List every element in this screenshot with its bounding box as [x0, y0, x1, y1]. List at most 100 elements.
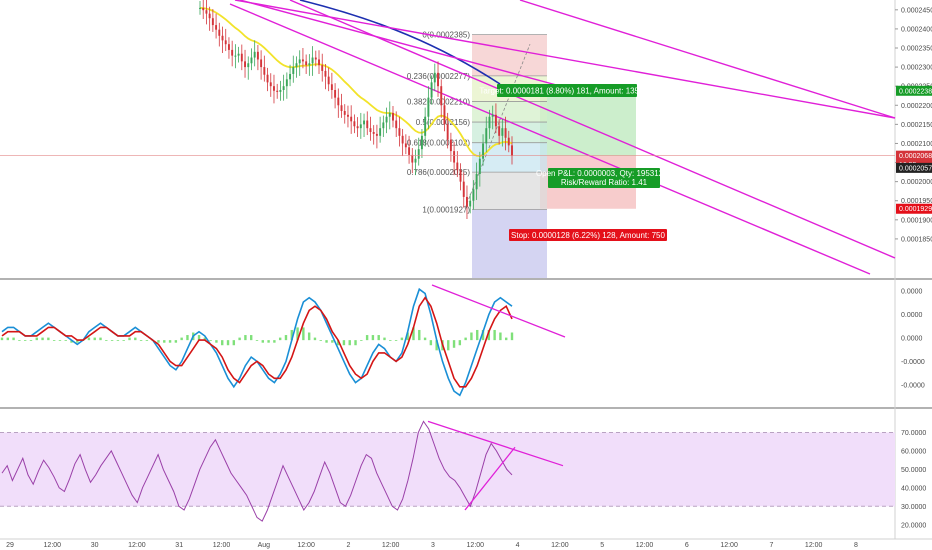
rsi-line[interactable] [1, 420, 513, 522]
candle-body[interactable] [334, 90, 337, 98]
candle-body[interactable] [482, 143, 485, 159]
candle-body[interactable] [401, 135, 404, 144]
candle-body[interactable] [382, 122, 385, 129]
candle-body[interactable] [363, 120, 366, 125]
candle-body[interactable] [459, 170, 462, 182]
candle-body[interactable] [462, 181, 465, 197]
candle-body[interactable] [337, 97, 340, 106]
candle-body[interactable] [221, 35, 224, 41]
candle-body[interactable] [318, 59, 320, 66]
target-label-box[interactable] [497, 84, 637, 97]
candle-body[interactable] [250, 57, 253, 64]
candle-body[interactable] [269, 82, 272, 87]
candle-body[interactable] [266, 74, 269, 83]
candle-body[interactable] [488, 116, 491, 129]
moving-average-line[interactable] [199, 7, 513, 158]
candle-body[interactable] [494, 114, 497, 127]
candle-body[interactable] [314, 57, 317, 60]
candle-body[interactable] [308, 63, 311, 66]
candle-body[interactable] [446, 124, 449, 140]
candle-body[interactable] [453, 151, 456, 163]
candle-body[interactable] [449, 139, 452, 152]
candle-body[interactable] [466, 196, 468, 207]
candle-body[interactable] [511, 145, 513, 156]
candle-body[interactable] [208, 13, 211, 19]
candle-body[interactable] [324, 70, 327, 77]
candle-body[interactable] [276, 90, 279, 92]
rsi-divergence-line[interactable] [427, 420, 564, 467]
candle-body[interactable] [398, 128, 401, 136]
candle-body[interactable] [305, 61, 308, 66]
candle-body[interactable] [327, 76, 330, 85]
candle-body[interactable] [346, 114, 349, 117]
price-tag[interactable] [896, 85, 932, 96]
candle-body[interactable] [237, 53, 240, 56]
candle-body[interactable] [321, 65, 324, 71]
candle-body[interactable] [218, 29, 221, 36]
candle-body[interactable] [240, 53, 243, 62]
candle-body[interactable] [417, 149, 420, 159]
rsi-support-line[interactable] [464, 446, 516, 511]
candle-body[interactable] [199, 7, 201, 9]
candle-body[interactable] [215, 25, 218, 30]
candle-body[interactable] [359, 124, 362, 129]
candle-body[interactable] [375, 133, 378, 136]
channel-trend-line[interactable] [234, 0, 896, 119]
candle-body[interactable] [369, 128, 372, 132]
candle-body[interactable] [507, 137, 510, 146]
candle-body[interactable] [485, 128, 488, 144]
stop-label-box[interactable] [509, 229, 667, 241]
candle-body[interactable] [491, 114, 494, 117]
candle-body[interactable] [379, 128, 382, 136]
candle-body[interactable] [292, 67, 295, 74]
candle-body[interactable] [356, 126, 359, 129]
candle-body[interactable] [263, 67, 266, 75]
candle-body[interactable] [244, 61, 246, 68]
channel-trend-line[interactable] [289, 0, 896, 259]
candle-body[interactable] [427, 97, 430, 117]
candle-body[interactable] [295, 63, 298, 68]
candle-body[interactable] [440, 86, 443, 106]
candle-body[interactable] [256, 51, 259, 60]
target-zone[interactable] [540, 90, 636, 156]
candle-body[interactable] [420, 135, 423, 150]
candle-body[interactable] [282, 86, 285, 90]
open-pnl-label-box[interactable] [548, 168, 660, 188]
candle-body[interactable] [437, 72, 439, 87]
candle-body[interactable] [253, 51, 256, 58]
candle-body[interactable] [475, 174, 478, 190]
candle-body[interactable] [472, 189, 475, 201]
candle-body[interactable] [340, 105, 343, 111]
candle-body[interactable] [395, 120, 398, 129]
candle-body[interactable] [411, 154, 414, 163]
channel-trend-line[interactable] [239, 0, 576, 91]
candle-body[interactable] [298, 59, 301, 64]
candle-body[interactable] [205, 10, 208, 14]
candle-body[interactable] [430, 82, 433, 98]
candle-body[interactable] [456, 162, 459, 171]
candle-body[interactable] [353, 121, 356, 127]
price-tag[interactable] [896, 203, 932, 214]
candle-body[interactable] [501, 128, 504, 136]
channel-trend-line[interactable] [519, 0, 896, 119]
candle-body[interactable] [366, 120, 369, 129]
candle-body[interactable] [234, 55, 237, 57]
candle-body[interactable] [498, 126, 501, 136]
long-moving-average-line[interactable] [299, 0, 501, 85]
candle-body[interactable] [301, 59, 304, 62]
candle-body[interactable] [227, 44, 230, 50]
candle-body[interactable] [504, 128, 507, 138]
candle-body[interactable] [343, 111, 346, 115]
candle-body[interactable] [372, 132, 375, 134]
candle-body[interactable] [424, 116, 427, 136]
candle-body[interactable] [231, 49, 234, 56]
candle-body[interactable] [443, 105, 446, 125]
macd-signal-line[interactable] [1, 296, 513, 388]
candle-body[interactable] [433, 72, 436, 83]
channel-trend-line[interactable] [229, 3, 871, 275]
price-tag[interactable] [896, 150, 932, 161]
candle-body[interactable] [202, 7, 205, 11]
candle-body[interactable] [224, 40, 227, 45]
candle-body[interactable] [408, 147, 411, 155]
